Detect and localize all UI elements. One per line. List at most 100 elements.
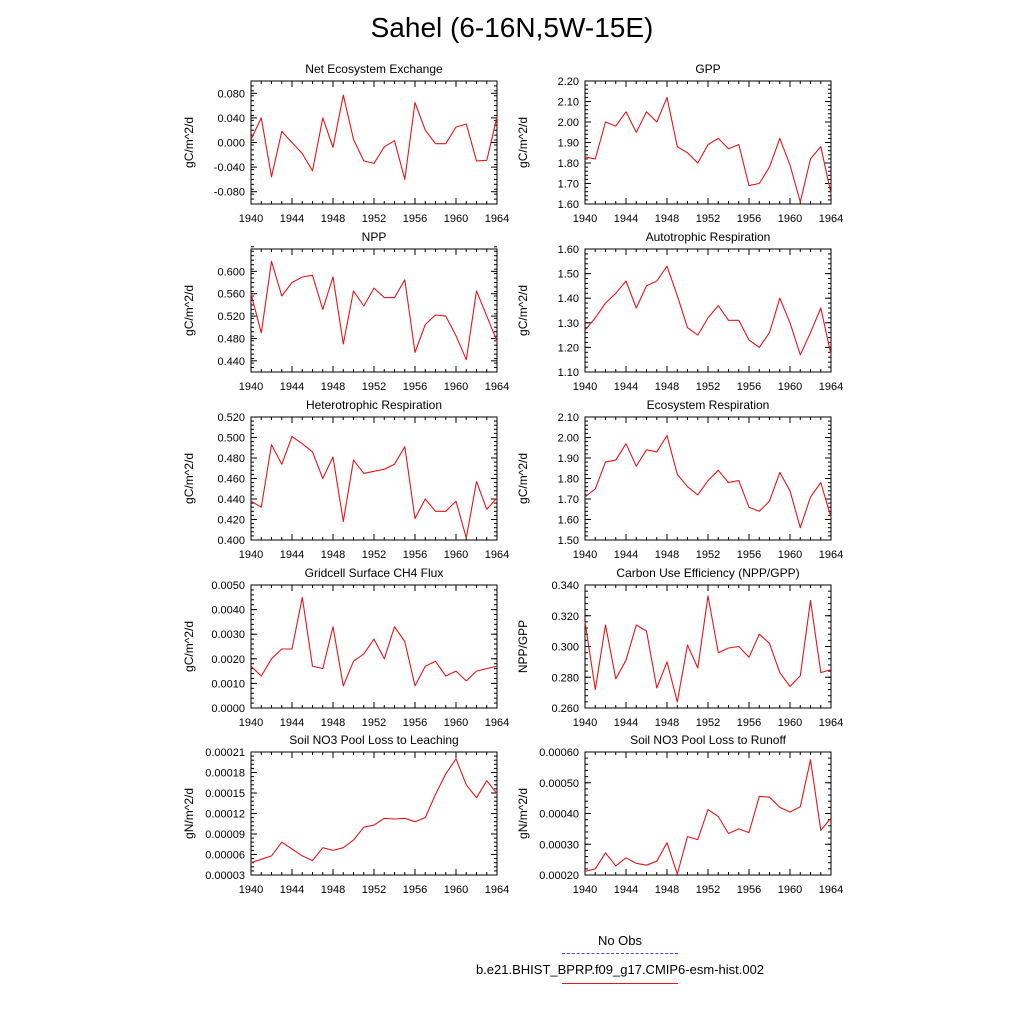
y-tick-label: 1.70 <box>558 179 579 191</box>
y-tick-label: 1.20 <box>558 342 579 354</box>
y-tick-label: 1.10 <box>558 367 579 379</box>
panel-3: NPP gC/m^2/d 1940 1944 1948 1952 1956 1960 1964 0… <box>182 230 509 393</box>
y-tick-label: 0.440 <box>217 356 245 368</box>
y-tick-label: -0.040 <box>214 162 245 174</box>
y-tick-label: 0.00006 <box>205 850 245 862</box>
panel-title: Soil NO3 Pool Loss to Leaching <box>289 733 458 747</box>
y-tick-label: 2.10 <box>558 412 579 424</box>
x-tick-label: 1964 <box>819 884 843 896</box>
x-tick-label: 1940 <box>573 381 597 393</box>
y-tick-label: 0.480 <box>217 453 245 465</box>
plot-frame <box>250 751 498 876</box>
x-tick-label: 1956 <box>403 381 427 393</box>
y-tick-label: 0.00018 <box>205 768 245 780</box>
x-tick-label: 1964 <box>485 213 509 225</box>
x-tick-label: 1944 <box>280 884 304 896</box>
y-tick-label: 0.480 <box>217 333 245 345</box>
y-tick-label: 1.90 <box>558 138 579 150</box>
y-tick-label: 1.40 <box>558 293 579 305</box>
y-tick-label: 0.0020 <box>211 654 245 666</box>
x-tick-label: 1948 <box>321 381 345 393</box>
y-tick-label: 0.040 <box>217 113 245 125</box>
x-tick-label: 1948 <box>321 717 345 729</box>
y-tick-label: 0.0040 <box>211 605 245 617</box>
y-tick-label: 1.30 <box>558 318 579 330</box>
plot-frame <box>584 416 832 541</box>
series-line <box>250 758 498 864</box>
x-tick-label: 1944 <box>614 549 638 561</box>
y-tick-label: 0.280 <box>551 672 579 684</box>
x-tick-label: 1944 <box>614 213 638 225</box>
y-tick-label: 0.00009 <box>205 829 245 841</box>
plot-frame <box>584 80 832 205</box>
x-tick-label: 1952 <box>362 213 386 225</box>
x-tick-label: 1948 <box>655 549 679 561</box>
x-tick-label: 1952 <box>696 884 720 896</box>
panel-10: Soil NO3 Pool Loss to Runoff gN/m^2/d 1940… <box>516 733 843 896</box>
plot-frame <box>584 751 832 876</box>
y-tick-label: 1.80 <box>558 474 579 486</box>
x-tick-label: 1940 <box>239 717 263 729</box>
x-tick-label: 1956 <box>403 213 427 225</box>
panel-title: Soil NO3 Pool Loss to Runoff <box>630 733 787 747</box>
y-tick-label: 0.000 <box>217 138 245 150</box>
y-tick-label: 0.420 <box>217 515 245 527</box>
series-line <box>250 94 498 180</box>
x-tick-label: 1960 <box>444 549 468 561</box>
x-tick-label: 1940 <box>573 549 597 561</box>
panel-6: Ecosystem Respiration gC/m^2/d 1940 1944 194… <box>516 398 843 561</box>
plot-frame <box>250 584 498 709</box>
y-tick-label: 0.00040 <box>539 809 579 821</box>
panel-5: Heterotrophic Respiration gC/m^2/d 1940 194… <box>182 398 509 561</box>
x-tick-label: 1960 <box>778 213 802 225</box>
y-tick-label: 1.60 <box>558 515 579 527</box>
x-tick-label: 1960 <box>778 381 802 393</box>
y-axis-label: gC/m^2/d <box>182 117 196 168</box>
plot-frame <box>584 584 832 709</box>
x-tick-label: 1956 <box>403 884 427 896</box>
y-tick-label: 0.260 <box>551 703 579 715</box>
x-tick-label: 1944 <box>280 381 304 393</box>
y-tick-label: 1.50 <box>558 535 579 547</box>
y-tick-label: 0.00012 <box>205 809 245 821</box>
plot-frame <box>250 80 498 205</box>
panel-title: NPP <box>362 230 387 244</box>
x-tick-label: 1952 <box>696 381 720 393</box>
y-tick-label: 2.20 <box>558 76 579 88</box>
y-tick-label: 0.0050 <box>211 580 245 592</box>
plot-frame <box>250 416 498 541</box>
x-tick-label: 1940 <box>239 213 263 225</box>
y-tick-label: 0.00003 <box>205 870 245 882</box>
y-tick-label: 0.00050 <box>539 778 579 790</box>
x-tick-label: 1952 <box>696 213 720 225</box>
x-tick-label: 1940 <box>239 381 263 393</box>
panel-title: Gridcell Surface CH4 Flux <box>305 566 444 580</box>
y-axis-label: gC/m^2/d <box>516 285 530 336</box>
x-tick-label: 1956 <box>737 213 761 225</box>
panel-title: Carbon Use Efficiency (NPP/GPP) <box>616 566 799 580</box>
y-tick-label: 0.400 <box>217 535 245 547</box>
y-tick-label: 0.00021 <box>205 747 245 759</box>
x-tick-label: 1956 <box>403 549 427 561</box>
panel-title: Heterotrophic Respiration <box>306 398 442 412</box>
panel-title: GPP <box>695 62 720 76</box>
x-tick-label: 1964 <box>819 549 843 561</box>
y-tick-label: 0.00015 <box>205 788 245 800</box>
y-tick-label: 0.0000 <box>211 703 245 715</box>
y-tick-label: 0.0030 <box>211 629 245 641</box>
x-tick-label: 1948 <box>321 213 345 225</box>
x-tick-label: 1944 <box>614 717 638 729</box>
x-tick-label: 1952 <box>696 717 720 729</box>
y-tick-label: 0.520 <box>217 311 245 323</box>
x-tick-label: 1948 <box>655 884 679 896</box>
y-axis-label: gC/m^2/d <box>516 453 530 504</box>
y-tick-label: 0.320 <box>551 611 579 623</box>
panel-8: Carbon Use Efficiency (NPP/GPP) NPP/GPP 19… <box>516 566 843 729</box>
x-tick-label: 1964 <box>819 717 843 729</box>
y-axis-label: NPP/GPP <box>516 620 530 673</box>
x-tick-label: 1960 <box>778 549 802 561</box>
x-tick-label: 1940 <box>573 717 597 729</box>
series-line <box>584 759 832 875</box>
x-tick-label: 1960 <box>444 717 468 729</box>
x-tick-label: 1944 <box>614 884 638 896</box>
